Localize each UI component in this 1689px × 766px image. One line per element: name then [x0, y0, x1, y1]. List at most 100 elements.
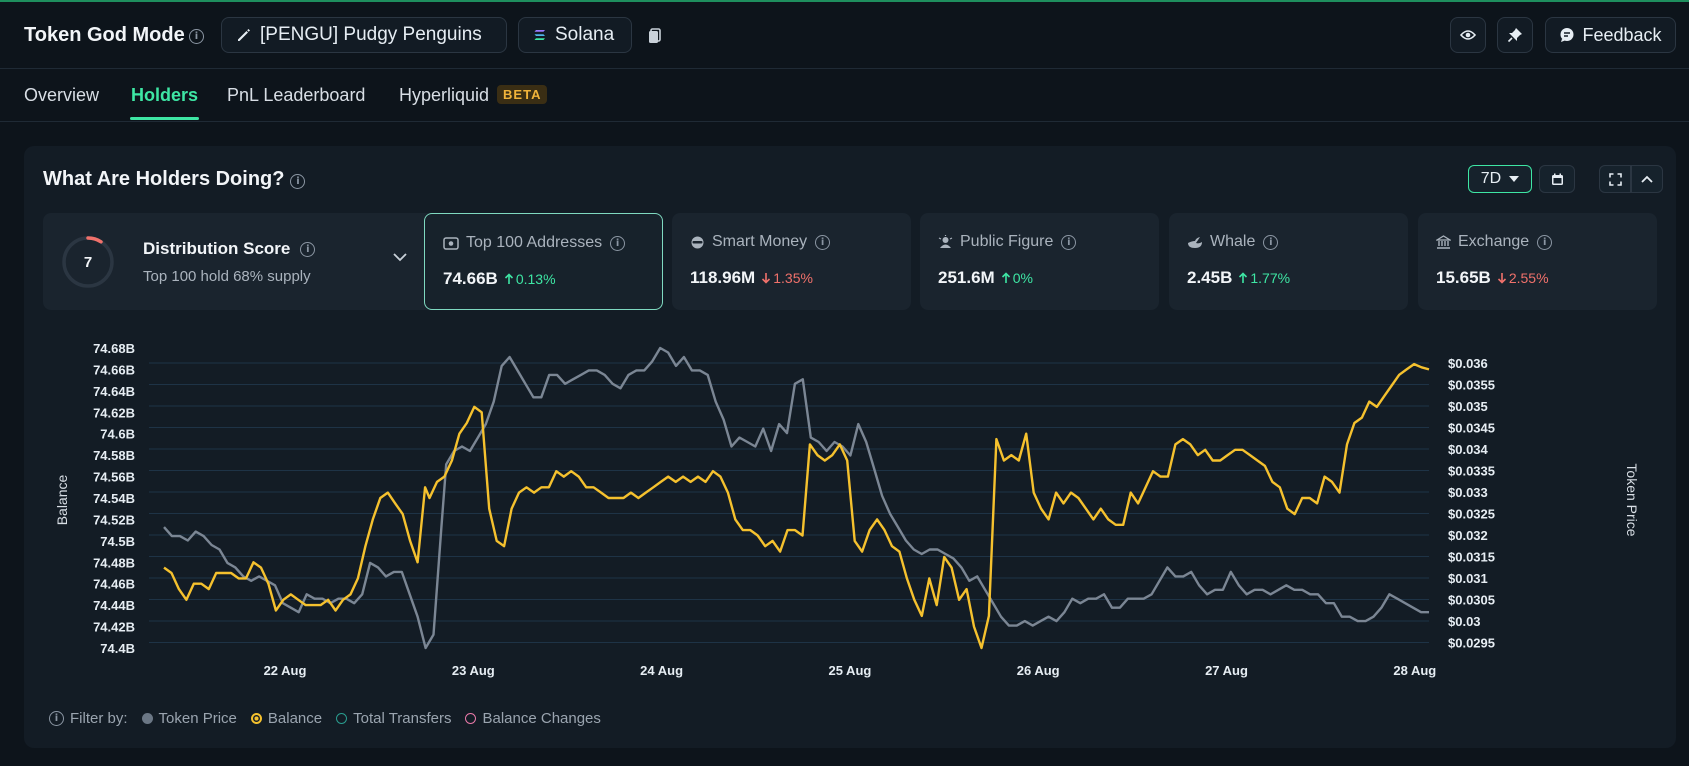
date-axis: 22 Aug 23 Aug 24 Aug 25 Aug 26 Aug 27 Aug 28 A… — [264, 663, 1437, 678]
balance-tick-label: 74.68B — [93, 341, 135, 356]
calendar-icon — [1551, 173, 1563, 185]
balance-tick-label: 74.62B — [93, 405, 135, 420]
distribution-score-card[interactable]: 7 Distribution Score i Top 100 hold 68% s… — [43, 213, 438, 310]
card-public-figure[interactable]: Public Figure i 251.6M 0% — [920, 213, 1159, 310]
top-accent-line — [0, 0, 1689, 2]
eye-icon — [1460, 30, 1476, 40]
collapse-button[interactable] — [1631, 165, 1663, 193]
arrow-up-icon — [1001, 272, 1010, 283]
card-value: 118.96M 1.35% — [690, 268, 813, 288]
chart-grid — [149, 362, 1429, 643]
filter-total-transfers[interactable]: Total Transfers — [336, 710, 451, 727]
card-value-text: 251.6M — [938, 268, 995, 287]
fullscreen-button[interactable] — [1599, 165, 1631, 193]
card-exchange[interactable]: Exchange i 15.65B 2.55% — [1418, 213, 1657, 310]
balance-tick-label: 74.66B — [93, 362, 135, 377]
filter-item-label: Balance — [267, 710, 323, 727]
card-top-100-addresses[interactable]: Top 100 Addresses i 74.66B 0.13% — [424, 213, 663, 310]
info-icon[interactable]: i — [1263, 234, 1279, 250]
token-name: [PENGU] Pudgy Penguins — [260, 24, 482, 45]
info-icon[interactable]: i — [290, 174, 306, 189]
feedback-label: Feedback — [1582, 24, 1662, 45]
info-icon[interactable]: i — [189, 29, 204, 44]
arrow-down-icon — [762, 273, 771, 284]
balance-tick-label: 74.56B — [93, 470, 135, 485]
balance-axis: 74.68B 74.66B 74.64B 74.62B 74.6B 74.58B 74.56… — [93, 341, 135, 656]
feedback-button[interactable]: Feedback — [1545, 17, 1676, 53]
change-indicator: 0.13% — [504, 271, 556, 287]
change-value: 0% — [1012, 270, 1033, 286]
tab-overview[interactable]: Overview — [24, 85, 100, 105]
price-tick-label: $0.031 — [1448, 571, 1488, 586]
filter-item-label: Total Transfers — [353, 710, 452, 727]
balance-tick-label: 74.5B — [100, 534, 135, 549]
arrow-up-icon — [504, 273, 513, 284]
filter-label: Filter by: — [70, 710, 128, 727]
card-value: 74.66B 0.13% — [443, 269, 556, 289]
card-smart-money[interactable]: Smart Money i 118.96M 1.35% — [672, 213, 911, 310]
expand-icon — [1608, 172, 1622, 186]
tab-hyperliquid[interactable]: Hyperliquid BETA — [399, 85, 548, 106]
card-whale[interactable]: Whale i 2.45B 1.77% — [1169, 213, 1408, 310]
change-indicator: 1.35% — [761, 270, 813, 286]
card-label: Top 100 Addresses i — [443, 234, 626, 252]
smart-money-icon — [691, 236, 704, 248]
wallet-icon — [443, 236, 459, 250]
card-label-text: Public Figure — [960, 233, 1054, 250]
balance-tick-label: 74.64B — [93, 384, 135, 399]
watch-button[interactable] — [1450, 17, 1486, 53]
change-value: 1.77% — [1250, 270, 1291, 286]
distribution-gauge: 7 — [62, 236, 114, 288]
filter-token-price[interactable]: Token Price — [141, 710, 237, 727]
card-value: 251.6M 0% — [938, 268, 1033, 288]
bank-icon — [1436, 235, 1451, 249]
price-tick-label: $0.0325 — [1448, 507, 1495, 522]
card-value: 15.65B 2.55% — [1436, 268, 1549, 288]
info-icon[interactable]: i — [610, 235, 626, 251]
info-icon[interactable]: i — [815, 234, 831, 250]
card-value-text: 2.45B — [1187, 268, 1233, 287]
info-icon[interactable]: i — [1537, 234, 1553, 250]
balance-tick-label: 74.52B — [93, 512, 135, 527]
copy-icon[interactable] — [648, 28, 662, 44]
total-transfers-dot — [336, 713, 348, 724]
public-figure-icon — [938, 235, 953, 248]
filter-balance-changes[interactable]: Balance Changes — [465, 710, 601, 727]
pin-button[interactable] — [1497, 17, 1533, 53]
tab-bar: Overview Holders PnL Leaderboard Hyperli… — [0, 69, 1689, 122]
date-tick-label: 22 Aug — [264, 663, 307, 678]
card-value-text: 15.65B — [1436, 268, 1491, 287]
tab-holders[interactable]: Holders — [131, 85, 199, 105]
balance-tick-label: 74.58B — [93, 448, 135, 463]
panel-title: What Are Holders Doing? i — [43, 168, 306, 191]
price-tick-label: $0.0305 — [1448, 593, 1495, 608]
chevron-down-icon[interactable] — [393, 253, 407, 262]
distribution-title-text: Distribution Score — [143, 239, 291, 258]
balance-tick-label: 74.4B — [100, 641, 135, 656]
holders-chart[interactable]: 74.68B 74.66B 74.64B 74.62B 74.6B 74.58B 74.56… — [24, 324, 1664, 690]
card-label: Exchange i — [1436, 233, 1553, 251]
balance-tick-label: 74.44B — [93, 598, 135, 613]
tab-pnl-leaderboard[interactable]: PnL Leaderboard — [227, 85, 366, 105]
pin-icon — [1507, 28, 1522, 43]
card-label-text: Top 100 Addresses — [466, 234, 603, 251]
time-range-dropdown[interactable]: 7D — [1468, 165, 1532, 193]
active-tab-indicator — [130, 117, 199, 120]
balance-tick-label: 74.46B — [93, 577, 135, 592]
token-selector[interactable]: [PENGU] Pudgy Penguins — [221, 17, 507, 53]
info-icon[interactable]: i — [1061, 234, 1077, 250]
filter-balance[interactable]: Balance — [250, 710, 323, 727]
distribution-title: Distribution Score i — [143, 239, 316, 259]
info-icon[interactable]: i — [300, 242, 316, 258]
filter-item-label: Token Price — [158, 710, 237, 727]
price-tick-label: $0.033 — [1448, 485, 1488, 500]
info-icon[interactable]: i — [49, 711, 64, 726]
chat-icon — [1560, 28, 1574, 42]
price-tick-label: $0.0345 — [1448, 421, 1495, 436]
chain-selector[interactable]: Solana — [518, 17, 632, 53]
calendar-button[interactable] — [1539, 165, 1575, 193]
price-tick-label: $0.0355 — [1448, 378, 1495, 393]
token-price-dot — [141, 713, 153, 724]
filter-row: i Filter by: Token Price Balance Total T… — [49, 710, 601, 727]
time-range-value: 7D — [1480, 170, 1502, 187]
